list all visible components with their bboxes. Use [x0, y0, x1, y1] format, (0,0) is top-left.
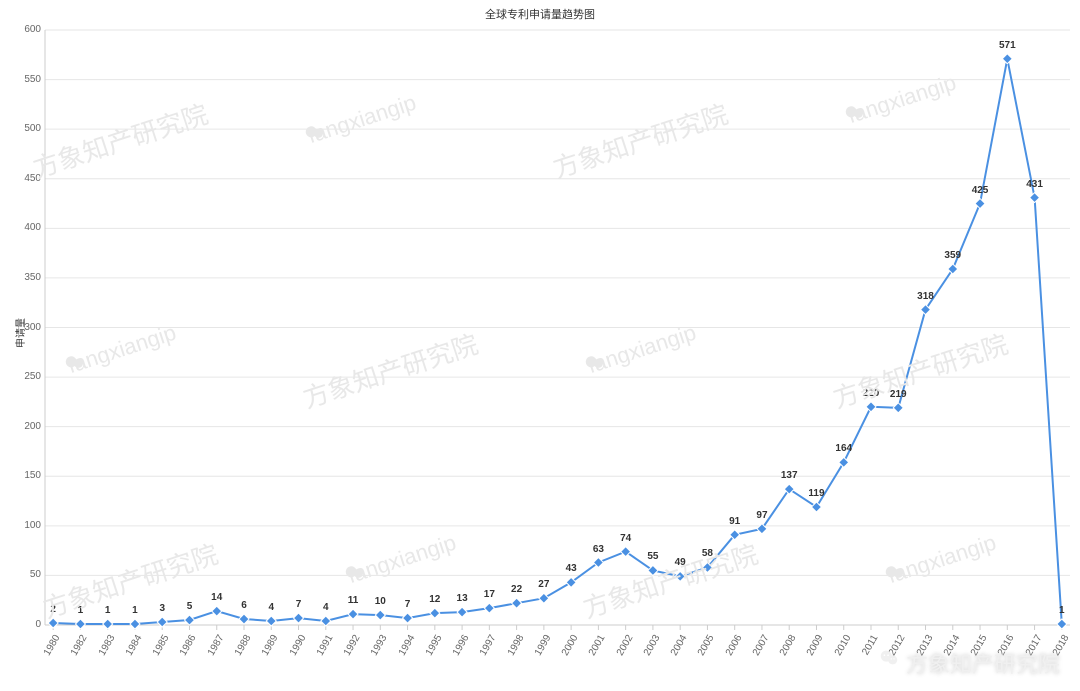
- data-point-label: 27: [538, 579, 549, 590]
- data-point-label: 359: [944, 250, 961, 261]
- data-point-label: 11: [348, 595, 359, 606]
- y-tick-label: 100: [24, 520, 41, 531]
- data-point-label: 2: [50, 604, 56, 615]
- data-point-label: 4: [268, 602, 274, 613]
- y-tick-label: 350: [24, 272, 41, 283]
- data-point-label: 7: [405, 599, 411, 610]
- data-point-label: 3: [159, 603, 165, 614]
- y-tick-label: 500: [24, 123, 41, 134]
- data-point-label: 6: [241, 600, 247, 611]
- y-tick-label: 250: [24, 371, 41, 382]
- line-chart: 全球专利申请量趋势图 申请量 0501001502002503003504004…: [0, 0, 1080, 691]
- data-point-label: 91: [729, 516, 740, 527]
- data-point-label: 1: [78, 605, 84, 616]
- y-tick-label: 150: [24, 470, 41, 481]
- y-tick-label: 450: [24, 173, 41, 184]
- data-point-label: 97: [756, 510, 767, 521]
- data-point-label: 7: [296, 599, 302, 610]
- data-point-label: 1: [132, 605, 138, 616]
- data-point-label: 5: [187, 601, 193, 612]
- y-tick-label: 200: [24, 421, 41, 432]
- data-point-label: 164: [835, 443, 852, 454]
- y-tick-label: 0: [35, 619, 41, 630]
- data-point-label: 14: [211, 592, 222, 603]
- data-point-label: 49: [675, 557, 686, 568]
- data-point-label: 55: [647, 551, 658, 562]
- data-point-label: 1: [1059, 605, 1065, 616]
- y-tick-label: 550: [24, 74, 41, 85]
- data-point-label: 1: [105, 605, 111, 616]
- data-point-label: 571: [999, 40, 1016, 51]
- data-point-label: 4: [323, 602, 329, 613]
- data-point-label: 17: [484, 589, 495, 600]
- data-point-label: 74: [620, 533, 631, 544]
- y-tick-label: 300: [24, 322, 41, 333]
- data-point-label: 220: [863, 388, 880, 399]
- data-point-label: 119: [808, 488, 824, 499]
- data-point-label: 12: [429, 594, 440, 605]
- data-point-label: 10: [375, 596, 386, 607]
- data-point-label: 318: [917, 291, 934, 302]
- y-tick-label: 400: [24, 222, 41, 233]
- data-point-label: 22: [511, 584, 522, 595]
- data-point-label: 137: [781, 470, 798, 481]
- y-tick-label: 50: [30, 569, 41, 580]
- data-point-label: 13: [457, 593, 468, 604]
- data-point-label: 63: [593, 544, 604, 555]
- data-point-label: 43: [566, 563, 577, 574]
- data-point-label: 425: [972, 185, 989, 196]
- y-tick-label: 600: [24, 24, 41, 35]
- data-point-label: 431: [1026, 179, 1043, 190]
- data-point-label: 58: [702, 548, 713, 559]
- data-point-label: 219: [890, 389, 907, 400]
